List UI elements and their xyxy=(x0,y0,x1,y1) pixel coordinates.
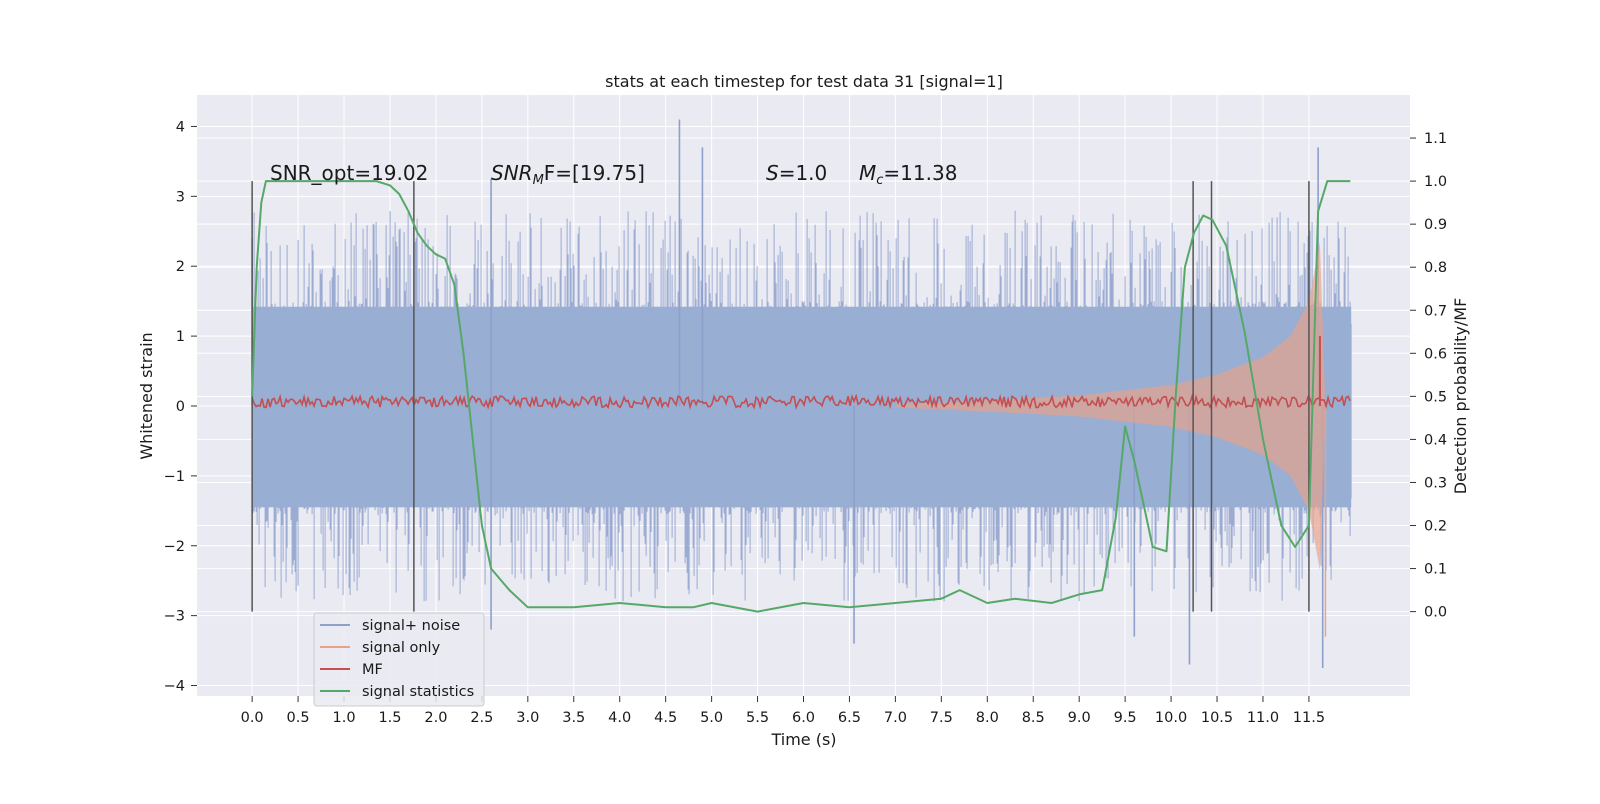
x-tick-label: 5.5 xyxy=(746,710,769,726)
mc-subscript: c xyxy=(876,173,883,188)
x-tick-label: 7.0 xyxy=(884,710,907,726)
x-tick-label: 0.5 xyxy=(287,710,310,726)
y-tick-label: −1 xyxy=(164,469,185,485)
x-axis: 0.0 0.5 1.0 1.5 2.0 2.5 3.0 3.5 4.0 4.5 5.0 5.5 6.0 6… xyxy=(241,696,1325,726)
legend-item-signal-only: signal only xyxy=(320,640,441,656)
y2-tick-label: 0.8 xyxy=(1424,260,1447,276)
snr-opt-annotation: SNR_opt=19.02 xyxy=(270,161,428,185)
x-tick-label: 8.0 xyxy=(976,710,999,726)
y2-tick-label: 0.9 xyxy=(1424,217,1447,233)
legend-item-signal-statistics: signal statistics xyxy=(320,684,474,700)
s-annotation: S=1.0 xyxy=(766,161,827,185)
snr-mf-annotation: SNRMF=[19.75] xyxy=(491,161,645,188)
mc-symbol: M xyxy=(859,161,876,185)
x-tick-label: 1.5 xyxy=(378,710,401,726)
y-tick-label: 1 xyxy=(176,329,185,345)
y2-tick-label: 0.2 xyxy=(1424,519,1447,535)
x-tick-label: 4.0 xyxy=(608,710,631,726)
s-symbol: S xyxy=(766,161,779,185)
y-tick-label: −3 xyxy=(164,609,185,625)
x-tick-label: 9.0 xyxy=(1068,710,1091,726)
snr-mf-value: F=[19.75] xyxy=(544,161,645,185)
y2-tick-label: 0.4 xyxy=(1424,432,1447,448)
vertical-markers xyxy=(251,181,1310,612)
y2-tick-label: 1.1 xyxy=(1424,131,1447,147)
y-tick-label: 4 xyxy=(176,119,185,135)
signal-statistics-trace xyxy=(251,180,1351,613)
signal-only-envelope xyxy=(895,241,1326,571)
x-tick-label: 11.5 xyxy=(1293,710,1325,726)
y-tick-label: 3 xyxy=(176,189,185,205)
y2-tick-label: 0.0 xyxy=(1424,605,1447,621)
y2-tick-label: 0.7 xyxy=(1424,303,1447,319)
x-tick-label: 10.5 xyxy=(1201,710,1233,726)
y2-axis-label: Detection probability/MF xyxy=(1451,298,1470,495)
y-tick-label: 0 xyxy=(176,399,185,415)
legend-label-mf: MF xyxy=(362,662,383,678)
mc-annotation: Mc=11.38 xyxy=(859,161,957,188)
y2-tick-label: 1.0 xyxy=(1424,174,1447,190)
legend-item-noise: signal+ noise xyxy=(320,618,460,634)
x-tick-label: 5.0 xyxy=(700,710,723,726)
x-tick-label: 6.5 xyxy=(838,710,861,726)
y-tick-label: 2 xyxy=(176,259,185,275)
y2-tick-label: 0.6 xyxy=(1424,346,1447,362)
signal-statistics-line xyxy=(251,180,1351,613)
annotations: SNR_opt=19.02 SNRMF=[19.75] S=1.0 Mc=11.… xyxy=(270,161,957,188)
y-tick-label: −2 xyxy=(164,539,185,555)
x-tick-label: 3.5 xyxy=(562,710,585,726)
x-tick-label: 0.0 xyxy=(241,710,264,726)
y-axis-right: 1.1 1.0 0.9 0.8 0.7 0.6 0.5 0.4 0.3 0.2 0.1 0.0 xyxy=(1410,131,1447,621)
snr-mf-symbol: SNR xyxy=(491,161,533,185)
x-tick-label: 2.5 xyxy=(470,710,493,726)
y2-tick-label: 0.3 xyxy=(1424,475,1447,491)
mf-trace xyxy=(251,336,1351,410)
legend-item-mf: MF xyxy=(320,662,383,678)
y2-tick-label: 0.1 xyxy=(1424,562,1447,578)
x-tick-label: 10.0 xyxy=(1155,710,1187,726)
x-axis-label: Time (s) xyxy=(770,730,836,749)
legend: signal+ noise signal only MF signal stat… xyxy=(313,612,485,707)
mf-line xyxy=(251,393,1351,410)
x-tick-label: 4.5 xyxy=(654,710,677,726)
y-tick-label: −4 xyxy=(164,679,185,695)
legend-box xyxy=(313,612,485,707)
snr-mf-subscript: M xyxy=(533,173,544,188)
legend-label-signal-statistics: signal statistics xyxy=(362,684,474,700)
y2-tick-label: 0.5 xyxy=(1424,389,1447,405)
chart-title: stats at each timestep for test data 31 … xyxy=(605,72,1003,91)
x-tick-label: 9.5 xyxy=(1114,710,1137,726)
legend-label-signal-only: signal only xyxy=(362,640,441,656)
x-tick-label: 3.0 xyxy=(516,710,539,726)
x-tick-label: 8.5 xyxy=(1022,710,1045,726)
mc-value: =11.38 xyxy=(883,161,957,185)
y-axis-label: Whitened strain xyxy=(137,332,156,459)
s-value: =1.0 xyxy=(779,161,828,185)
x-tick-label: 7.5 xyxy=(930,710,953,726)
x-tick-label: 6.0 xyxy=(792,710,815,726)
y-axis-left: 4 3 2 1 0 −1 −2 −3 −4 xyxy=(164,119,197,695)
signal-only-trace xyxy=(895,241,1327,637)
x-tick-label: 1.0 xyxy=(332,710,355,726)
x-tick-label: 2.0 xyxy=(424,710,447,726)
x-tick-label: 11.0 xyxy=(1247,710,1279,726)
legend-label-noise: signal+ noise xyxy=(362,618,460,634)
